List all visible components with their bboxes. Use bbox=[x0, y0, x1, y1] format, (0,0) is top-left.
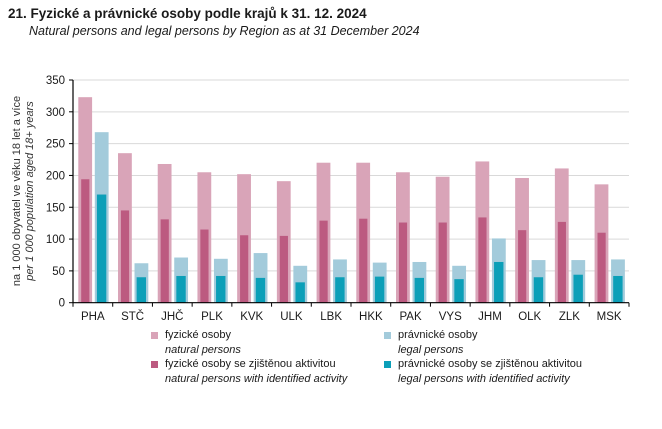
legend-swatch-legal-active bbox=[384, 361, 391, 368]
bar-legal-active bbox=[255, 277, 266, 303]
x-tick-labels: PHA STČ JHČ PLK KVK ULK LBK HKK PAK VYS JHM OLK ZLK M… bbox=[81, 310, 622, 323]
bars bbox=[78, 97, 625, 303]
legend-swatch-natural bbox=[151, 332, 158, 339]
legend-swatch-legal bbox=[384, 332, 391, 339]
y-tick-label: 250 bbox=[46, 139, 65, 151]
bar-legal-active bbox=[533, 277, 544, 303]
x-tick-label: STČ bbox=[121, 310, 144, 323]
bar-legal-active bbox=[374, 276, 385, 303]
y-tick-label: 100 bbox=[46, 234, 65, 246]
legend-label-natural-active: fyzické osoby se zjištěnou aktivitou bbox=[165, 358, 336, 370]
bar-natural-active bbox=[478, 217, 487, 303]
bar-legal-active bbox=[454, 279, 464, 303]
x-tick-label: PHA bbox=[81, 311, 105, 323]
axes bbox=[69, 79, 630, 307]
chart-title: 21. Fyzické a právnické osoby podle kraj… bbox=[8, 6, 367, 21]
bar-legal-active bbox=[414, 277, 425, 303]
bar-natural-active bbox=[597, 232, 606, 303]
bar-natural-active bbox=[240, 235, 249, 303]
x-tick-label: KVK bbox=[240, 311, 263, 323]
legend-label-legal-active-en: legal persons with identified activity bbox=[398, 373, 570, 385]
y-tick-label: 300 bbox=[46, 107, 65, 119]
legend-label-legal: právnické osoby bbox=[398, 329, 478, 341]
y-tick-label: 200 bbox=[46, 170, 65, 182]
y-axis-label-en: per 1 000 population aged 18+ years bbox=[24, 101, 36, 282]
bar-legal-active bbox=[176, 275, 186, 303]
y-tick-label: 50 bbox=[52, 266, 65, 278]
bar-legal-active bbox=[295, 282, 305, 303]
bar-natural-active bbox=[81, 179, 90, 303]
y-tick-label: 0 bbox=[59, 298, 65, 310]
legend-label-natural: fyzické osoby bbox=[165, 329, 232, 341]
x-tick-label: MSK bbox=[597, 311, 622, 323]
y-axis-label-cz: na 1 000 obyvatel ve věku 18 let a více bbox=[11, 96, 23, 286]
legend-label-natural-en: natural persons bbox=[165, 344, 241, 356]
legend-label-legal-active: právnické osoby se zjištěnou aktivitou bbox=[398, 358, 583, 370]
x-tick-label: HKK bbox=[359, 311, 383, 323]
bar-legal-active bbox=[613, 275, 623, 303]
y-tick-labels: 0 50 100 150 200 250 300 350 bbox=[46, 75, 65, 310]
bar-natural-active bbox=[398, 222, 408, 303]
bar-natural-active bbox=[160, 219, 169, 303]
x-tick-label: JHČ bbox=[161, 310, 183, 323]
x-tick-label: OLK bbox=[518, 311, 541, 323]
bar-natural-active bbox=[518, 230, 527, 303]
legend-label-natural-active-en: natural persons with identified activity bbox=[165, 373, 348, 385]
x-tick-label: PLK bbox=[201, 311, 223, 323]
legend-label-legal-en: legal persons bbox=[398, 344, 464, 356]
bar-natural-active bbox=[200, 229, 209, 303]
chart-subtitle: Natural persons and legal persons by Reg… bbox=[29, 24, 420, 38]
bar-natural-active bbox=[319, 220, 328, 303]
x-tick-label: VYS bbox=[439, 311, 462, 323]
legend-swatch-natural-active bbox=[151, 361, 158, 368]
x-tick-label: PAK bbox=[399, 311, 421, 323]
bar-natural-active bbox=[359, 218, 368, 303]
bar-legal-active bbox=[136, 277, 147, 303]
x-tick-label: JHM bbox=[478, 311, 502, 323]
bar-natural-active bbox=[438, 222, 447, 303]
bar-natural-active bbox=[120, 210, 130, 303]
bar-legal-active bbox=[573, 274, 583, 303]
gridlines bbox=[73, 79, 629, 272]
bar-legal-active bbox=[494, 261, 504, 303]
bar-natural-active bbox=[557, 221, 566, 303]
y-tick-label: 150 bbox=[46, 202, 65, 214]
bar-legal-active bbox=[335, 277, 345, 303]
bar-legal-active bbox=[96, 194, 107, 303]
bar-natural-active bbox=[279, 235, 288, 303]
bar-legal-active bbox=[216, 275, 226, 303]
x-tick-label: ZLK bbox=[559, 311, 580, 323]
y-tick-label: 350 bbox=[46, 75, 65, 87]
x-tick-label: LBK bbox=[320, 311, 342, 323]
x-tick-label: ULK bbox=[280, 311, 303, 323]
